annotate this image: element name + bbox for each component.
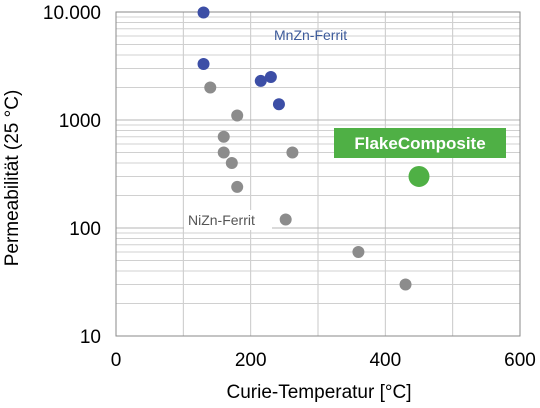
data-points	[197, 6, 430, 291]
flakecomposite-callout: FlakeComposite	[334, 128, 506, 158]
data-point-nizn	[279, 213, 292, 226]
y-tick-label: 10	[80, 327, 101, 348]
y-axis-title: Permeabilität (25 °C)	[2, 90, 23, 267]
nizn-label-background	[184, 210, 272, 230]
data-point-mnzn	[197, 58, 210, 71]
x-tick-label: 600	[504, 350, 536, 371]
data-point-mnzn	[254, 74, 267, 87]
data-point-flake	[408, 165, 430, 187]
data-point-nizn	[231, 180, 244, 193]
plot-area-frame	[115, 11, 521, 337]
flakecomposite-label: FlakeComposite	[354, 134, 485, 153]
x-tick-label: 400	[369, 350, 401, 371]
data-point-mnzn	[264, 71, 277, 84]
tick-labels: 0 200 400 600 10 100 1000 10.000	[43, 3, 536, 371]
x-tick-label: 200	[235, 350, 267, 371]
grid	[115, 12, 521, 337]
nizn-ferrite-label: NiZn-Ferrit	[188, 212, 255, 228]
y-tick-label: 100	[69, 219, 101, 240]
nizn-ferrite-label-group: NiZn-Ferrit	[184, 210, 272, 230]
data-point-nizn	[225, 156, 238, 169]
data-point-nizn	[399, 278, 412, 291]
data-point-nizn	[217, 146, 230, 159]
flakecomposite-callout-box	[334, 128, 506, 158]
data-point-mnzn	[197, 6, 210, 19]
data-point-nizn	[286, 146, 299, 159]
data-point-nizn	[352, 245, 365, 258]
data-point-nizn	[231, 109, 244, 122]
y-tick-label: 1000	[59, 111, 101, 132]
x-axis-title: Curie-Temperatur [°C]	[227, 382, 412, 403]
y-tick-label: 10.000	[43, 3, 101, 24]
data-point-nizn	[217, 130, 230, 143]
data-point-nizn	[204, 81, 217, 94]
mnzn-ferrite-label: MnZn-Ferrit	[274, 27, 347, 43]
x-tick-label: 0	[111, 350, 122, 371]
data-point-mnzn	[272, 98, 285, 111]
